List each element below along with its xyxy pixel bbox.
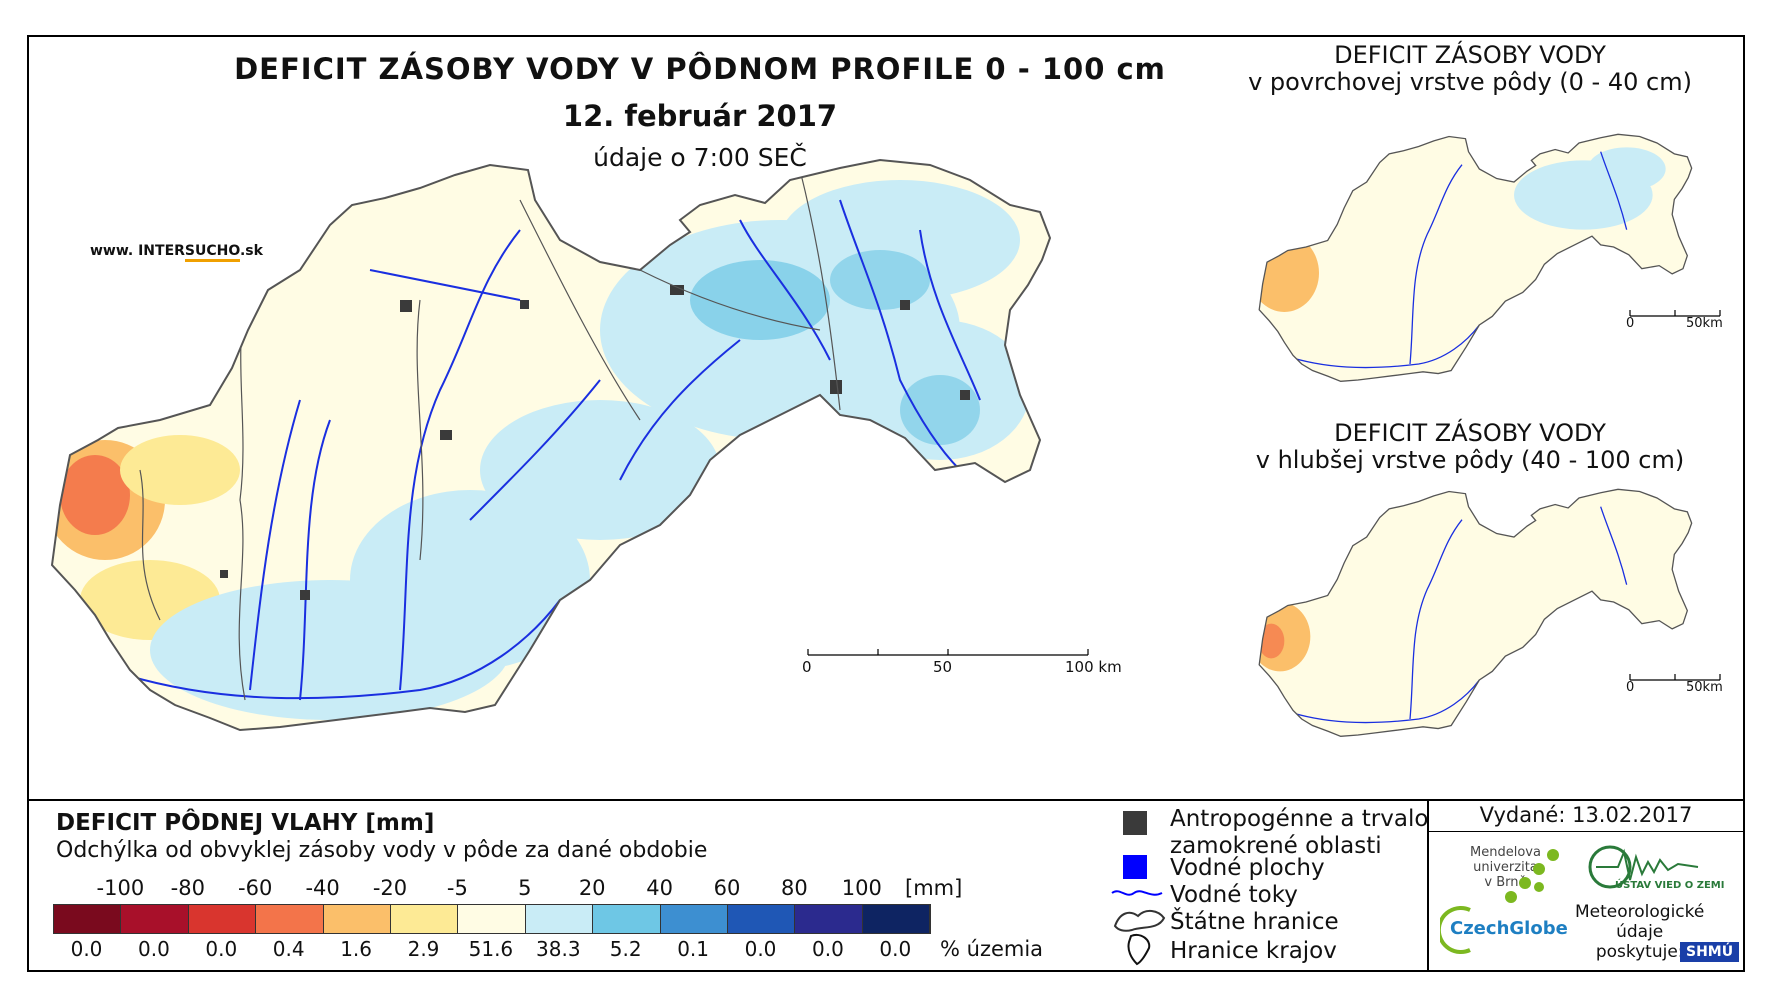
legend-unit: [mm] [905, 876, 963, 900]
legend-swatch [593, 905, 661, 933]
legend-swatch [862, 905, 931, 933]
meteo-provider-text: Meteorologické údaje poskytuje: [1575, 902, 1705, 962]
time-note: údaje o 7:00 SEČ [593, 143, 807, 172]
legend-percentage: 5.2 [609, 937, 642, 961]
water-area-symbol [1123, 855, 1147, 879]
main-scale-100: 100 km [1065, 658, 1122, 676]
legend-percentage: 0.0 [70, 937, 103, 961]
legend-tick: -20 [372, 876, 408, 900]
legend-swatch [323, 905, 391, 933]
key-water-areas: Vodné plochy [1170, 855, 1325, 881]
side-scale-2-50: 50km [1686, 680, 1723, 695]
side-scale-2-0: 0 [1626, 680, 1635, 695]
mendel-dots-icon [1505, 849, 1559, 903]
legend-tick: 5 [518, 876, 532, 900]
side-map-1-title: DEFICIT ZÁSOBY VODY v povrchovej vrstve p… [1248, 41, 1692, 96]
legend-swatch [795, 905, 863, 933]
legend-tick: -100 [96, 876, 145, 900]
legend-swatch [390, 905, 459, 933]
legend-tick: -60 [238, 876, 273, 900]
mendel-logo-text: Mendelova univerzita v Brně [1470, 845, 1541, 890]
legend-percentage: 0.4 [272, 937, 305, 961]
main-scale-50: 50 [933, 658, 953, 676]
legend-tick: 40 [646, 876, 673, 900]
key-state-border: Štátne hranice [1170, 909, 1339, 935]
issued-divider [1427, 831, 1745, 832]
side-map-surface [1258, 133, 1693, 382]
czechglobe-arc-icon [1440, 906, 1471, 954]
legend-swatch [458, 905, 526, 933]
legend-tick: 80 [781, 876, 808, 900]
website-link[interactable]: www. INTERSUCHO.sk [90, 243, 263, 262]
legend-percent-label: % územia [940, 937, 1044, 961]
state-border-symbol [1113, 910, 1166, 932]
legend-swatch [727, 905, 796, 933]
legend-title: DEFICIT PÔDNEJ VLAHY [mm] [56, 810, 435, 836]
legend-subtitle: Odchýlka od obvyklej zásoby vody v pôde … [56, 838, 708, 863]
uvoz-logo-icon [1588, 845, 1699, 889]
map-title: DEFICIT ZÁSOBY VODY V PÔDNOM PROFILE 0 -… [234, 52, 1166, 86]
legend-tick: 100 [841, 876, 882, 900]
legend-swatch [54, 905, 122, 933]
side-scale-1 [1629, 310, 1721, 317]
legend-percentage: 0.0 [205, 937, 238, 961]
side-scale-1-50: 50km [1686, 316, 1723, 331]
key-streams: Vodné toky [1170, 882, 1298, 908]
legend-color-bar [53, 904, 932, 934]
main-scale-0: 0 [802, 658, 812, 676]
legend-tick: -5 [446, 876, 468, 900]
key-anthropogenic: Antropogénne a trvalo zamokrené oblasti [1170, 806, 1429, 859]
legend-divider [27, 799, 1745, 801]
side-scale-1-0: 0 [1626, 316, 1635, 331]
issued-date: Vydané: 13.02.2017 [1479, 803, 1693, 827]
legend-percentage: 0.1 [677, 937, 709, 961]
anthropogenic-symbol [1123, 811, 1147, 835]
side-map-deep [1258, 488, 1693, 737]
side-scale-2 [1629, 674, 1721, 681]
legend-swatch [660, 905, 728, 933]
map-date: 12. február 2017 [562, 99, 838, 133]
legend-swatch [188, 905, 257, 933]
region-border-symbol [1127, 934, 1151, 966]
side-map-2-title: DEFICIT ZÁSOBY VODY v hlubšej vrstve pôdy… [1255, 419, 1685, 474]
shmu-logo: SHMÚ [1680, 942, 1740, 962]
legend-swatch [525, 905, 594, 933]
legend-percentage: 2.9 [407, 937, 440, 961]
legend-tick: -40 [305, 876, 340, 900]
legend-percentage: 0.0 [744, 937, 777, 961]
legend-percentage: 1.6 [340, 937, 372, 961]
legend-percentage: 0.0 [879, 937, 912, 961]
czechglobe-logo: CzechGlobe [1450, 918, 1568, 939]
legend-swatch [256, 905, 324, 933]
legend-tick: 20 [578, 876, 606, 900]
uvoz-logo-text: ÚSTAV VIED O ZEMI [1615, 880, 1725, 891]
stream-symbol [1111, 890, 1163, 896]
logo-divider [1427, 799, 1429, 972]
legend-percentage: 38.3 [536, 937, 581, 961]
key-region-border: Hranice krajov [1170, 938, 1337, 964]
legend-tick: 60 [713, 876, 741, 900]
map-frame [27, 35, 1745, 972]
legend-percentage: 51.6 [468, 937, 514, 961]
legend-percentage: 0.0 [811, 937, 844, 961]
legend-tick: -80 [170, 876, 205, 900]
legend-percentage: 0.0 [137, 937, 170, 961]
legend-swatch [121, 905, 189, 933]
